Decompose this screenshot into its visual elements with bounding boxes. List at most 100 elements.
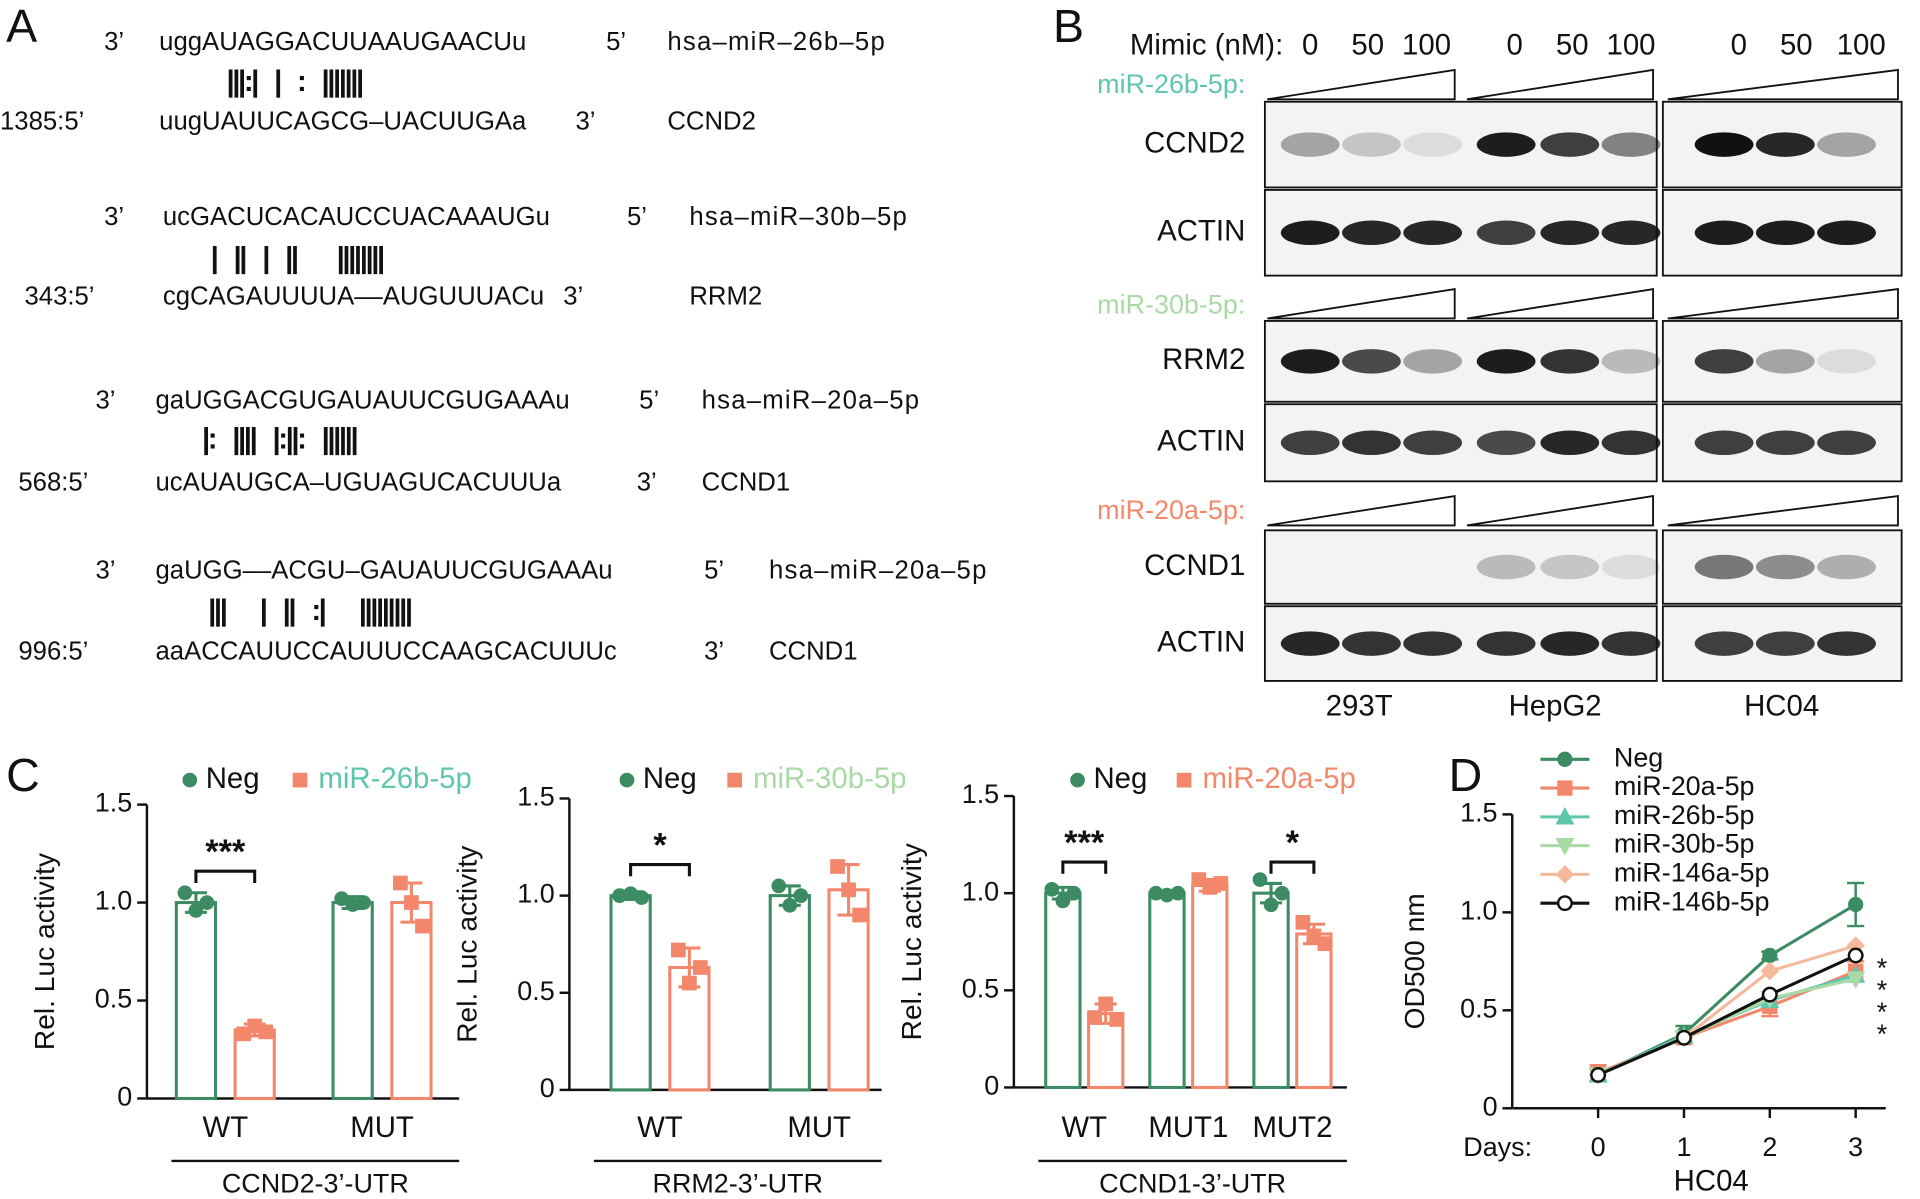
bar (1044, 891, 1082, 1089)
y-tick-label: 0 (1483, 1091, 1498, 1121)
legend-label: Neg (1614, 742, 1663, 772)
series-line (1597, 973, 1857, 1077)
blot-band (1280, 349, 1340, 374)
marker (1761, 986, 1778, 1003)
legend-marker (727, 772, 743, 788)
blot-band (1403, 349, 1463, 374)
data-point (1087, 1010, 1103, 1025)
legend-marker (182, 772, 198, 788)
x-axis-label: HC04 (1674, 1165, 1749, 1198)
blot-band (1601, 132, 1661, 157)
mirna-name: hsa–miR–20a–5p (769, 557, 988, 585)
blot-band (1755, 349, 1815, 374)
cell-line: 293T (1326, 690, 1393, 723)
blot-band (1403, 430, 1463, 456)
blot-band (1601, 631, 1661, 656)
strand-end: 5’ (606, 28, 626, 56)
bar (1252, 891, 1290, 1089)
series-line (1597, 903, 1857, 1077)
significance-bracket (1269, 860, 1316, 874)
data-point (830, 859, 845, 874)
data-point (841, 882, 856, 898)
legend-label: Neg (643, 762, 697, 795)
data-point (188, 903, 204, 918)
blot-band (1342, 430, 1401, 456)
data-point (393, 875, 408, 891)
legend-marker (1176, 772, 1192, 788)
panel-letter: A (6, 0, 37, 52)
target-sequence: ucAUAUGCA–UGUAGUCACUUUa (156, 469, 562, 497)
dose-wedge (1667, 288, 1899, 320)
data-point (1148, 885, 1164, 901)
y-tick-label: 0.5 (1460, 993, 1497, 1023)
bar (768, 894, 811, 1092)
legend-marker (619, 772, 635, 788)
blot-band (1476, 132, 1536, 157)
blot-band (1342, 349, 1401, 374)
data-point (1098, 996, 1114, 1012)
bar (174, 901, 218, 1101)
y-tick-label: 1.0 (962, 876, 999, 906)
y-tick-label: 0.5 (517, 976, 554, 1006)
dose-wedge (1466, 68, 1654, 101)
y-axis-label: Rel. Luc activity (29, 852, 60, 1050)
mirna-name: hsa–miR–20a–5p (702, 387, 921, 415)
strand-end: 3’ (104, 28, 124, 56)
significance: * (1286, 824, 1300, 862)
marker (1846, 971, 1866, 989)
marker (1762, 947, 1778, 964)
blot-band (1476, 220, 1536, 246)
blot-band (1817, 430, 1876, 456)
significance: * (1877, 997, 1888, 1027)
data-point (634, 890, 649, 905)
mirna-label: miR-26b-5p: (1097, 69, 1245, 99)
marker (1675, 1029, 1692, 1046)
legend-label: Neg (206, 762, 260, 795)
blot-band (1280, 220, 1340, 246)
y-tick-label: 1.5 (517, 782, 554, 812)
significance: * (1877, 1019, 1888, 1049)
data-point (177, 885, 193, 901)
legend-marker (1555, 865, 1575, 884)
data-point (693, 960, 708, 975)
dose-wedge (1466, 288, 1654, 320)
blot-band (1342, 220, 1401, 246)
target-sequence: uugUAUUCAGCG–UACUUGAa (159, 107, 527, 135)
y-tick-label: 0 (984, 1071, 999, 1101)
blot-band (1755, 430, 1815, 456)
data-point (782, 897, 798, 913)
data-point (793, 888, 809, 903)
bar (1191, 883, 1229, 1089)
data-point (1317, 936, 1333, 952)
legend-label: Neg (1093, 762, 1147, 795)
data-point (1263, 897, 1279, 913)
legend-label: miR-20a-5p (1202, 762, 1355, 795)
mimic-label: Mimic (nM): (1130, 28, 1283, 61)
y-axis-label: Rel. Luc activity (451, 845, 482, 1043)
blot-band (1694, 430, 1754, 456)
x-tick-label: WT (1061, 1111, 1107, 1144)
marker (1760, 961, 1780, 981)
mirna-name: hsa–miR–26b–5p (667, 28, 886, 56)
group-label: CCND2-3’-UTR (222, 1169, 409, 1199)
strand-end: 3’ (96, 557, 116, 585)
data-point (612, 888, 627, 903)
protein-label: ACTIN (1157, 625, 1245, 658)
target-gene: CCND1 (769, 638, 858, 666)
y-tick-label: 0.5 (95, 984, 132, 1014)
strand-end: 3’ (96, 387, 116, 415)
blot-band (1540, 132, 1600, 157)
cell-line: HC04 (1744, 690, 1819, 723)
blot-band (1694, 349, 1754, 374)
y-tick-label: 1.5 (1460, 798, 1497, 828)
legend-label: miR-26b-5p (318, 762, 471, 795)
group-label: CCND1-3’-UTR (1099, 1169, 1286, 1199)
group-label: RRM2-3’-UTR (653, 1169, 824, 1199)
data-point (415, 918, 430, 934)
legend-label: miR-146b-5p (1614, 886, 1770, 916)
legend-label: miR-30b-5p (1614, 829, 1755, 859)
bar (609, 894, 652, 1092)
strand-end: 3’ (704, 638, 724, 666)
panel-letter: B (1053, 0, 1084, 52)
